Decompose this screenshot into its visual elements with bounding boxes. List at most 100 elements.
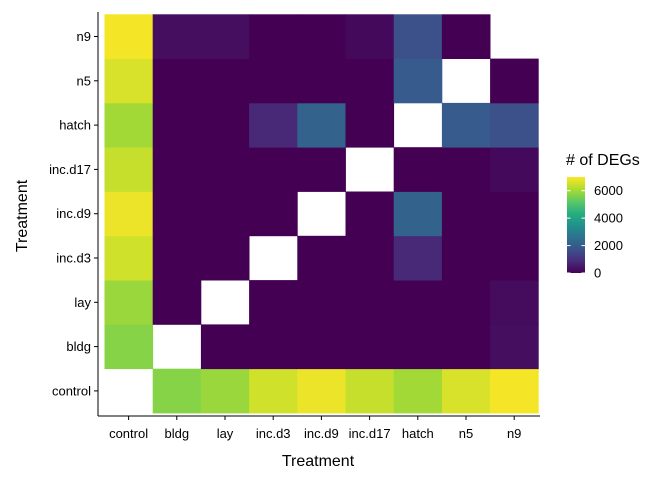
- legend-ticks: 0 2000 4000 6000: [567, 183, 623, 281]
- heatmap-cell-hatch-inc.d17: [345, 102, 395, 148]
- heatmap-cell-n9-control: [104, 14, 154, 60]
- heatmap-cell-inc.d3-control: [104, 235, 154, 281]
- heatmap-cell-inc.d3-bldg: [152, 235, 202, 281]
- y-tick-label: n5: [77, 73, 91, 88]
- heatmap-cell-n5-lay: [200, 58, 250, 104]
- heatmap-cell-inc.d3-n9: [490, 235, 539, 281]
- heatmap-cell-inc.d17-n5: [441, 147, 491, 192]
- heatmap-cell-inc.d3-inc.d9: [297, 235, 346, 281]
- heatmap-cell-n9-hatch: [393, 14, 443, 60]
- heatmap-cell-inc.d9-lay: [200, 191, 250, 237]
- heatmap-cell-lay-n9: [490, 280, 539, 325]
- heatmap-cell-hatch-bldg: [152, 102, 202, 148]
- heatmap-cell-lay-inc.d9: [297, 280, 346, 325]
- y-tick-label: hatch: [59, 118, 91, 133]
- heatmap-cell-n5-control: [104, 58, 154, 104]
- heatmap-cell-hatch-inc.d9: [297, 102, 346, 148]
- heatmap-cell-hatch-n5: [441, 102, 491, 148]
- x-tick-label: n5: [459, 426, 473, 441]
- heatmap-cell-bldg-inc.d17: [345, 324, 395, 370]
- heatmap-cell-hatch-inc.d3: [249, 102, 298, 148]
- heatmap-cell-control-n5: [441, 368, 491, 414]
- heatmap-cell-inc.d3-lay: [200, 235, 250, 281]
- heatmap-cell-inc.d9-inc.d3: [249, 191, 298, 237]
- heatmap-cell-inc.d17-control: [104, 147, 154, 192]
- y-tick-label: inc.d3: [56, 251, 91, 266]
- heatmap-cell-lay-bldg: [152, 280, 202, 325]
- heatmap-cell-lay-inc.d17: [345, 280, 395, 325]
- heatmap-cell-inc.d17-inc.d3: [249, 147, 298, 192]
- heatmap-cell-n5-inc.d9: [297, 58, 346, 104]
- x-tick-label: inc.d3: [256, 426, 291, 441]
- heatmap-cell-hatch-n9: [490, 102, 539, 148]
- heatmap-cell-bldg-control: [104, 324, 154, 370]
- heatmap-cell-n9-lay: [200, 14, 250, 60]
- heatmap-cell-bldg-lay: [200, 324, 250, 370]
- y-tick-label: control: [52, 383, 91, 398]
- heatmap-cell-lay-control: [104, 280, 154, 325]
- heatmap-cell-bldg-inc.d3: [249, 324, 298, 370]
- heatmap-cell-bldg-inc.d9: [297, 324, 346, 370]
- heatmap-cell-inc.d17-hatch: [393, 147, 443, 192]
- heatmap-cell-n9-bldg: [152, 14, 202, 60]
- x-tick-label: lay: [217, 426, 234, 441]
- heatmap-cell-lay-n5: [441, 280, 491, 325]
- heatmap-cell-n5-hatch: [393, 58, 443, 104]
- x-tick-label: hatch: [402, 426, 434, 441]
- legend-title: # of DEGs: [566, 152, 640, 169]
- heatmap-cell-n9-n5: [441, 14, 491, 60]
- heatmap-cell-n5-bldg: [152, 58, 202, 104]
- heatmap-cell-lay-inc.d3: [249, 280, 298, 325]
- heatmap-cell-inc.d3-hatch: [393, 235, 443, 281]
- heatmap-cell-inc.d3-n5: [441, 235, 491, 281]
- heatmap-cell-lay-hatch: [393, 280, 443, 325]
- heatmap-cell-inc.d17-bldg: [152, 147, 202, 192]
- legend-tick-label: 0: [594, 266, 601, 281]
- heatmap-cell-control-inc.d3: [249, 368, 298, 414]
- heatmap-cell-inc.d9-inc.d17: [345, 191, 395, 237]
- x-tick-label: bldg: [165, 426, 190, 441]
- heatmap-cell-inc.d9-hatch: [393, 191, 443, 237]
- heatmap-cells: [104, 14, 539, 414]
- y-tick-label: lay: [74, 295, 91, 310]
- heatmap-cell-hatch-control: [104, 102, 154, 148]
- axes: control bldg lay inc.d3 inc.d9 inc.d17 hatch n5…: [49, 12, 540, 441]
- heatmap-cell-bldg-hatch: [393, 324, 443, 370]
- x-axis-title: Treatment: [282, 453, 355, 470]
- heatmap-cell-n5-inc.d17: [345, 58, 395, 104]
- x-tick-label: control: [109, 426, 148, 441]
- legend-tick-label: 6000: [594, 183, 623, 198]
- heatmap-cell-inc.d17-inc.d9: [297, 147, 346, 192]
- heatmap-cell-inc.d9-n5: [441, 191, 491, 237]
- heatmap-cell-n9-inc.d3: [249, 14, 298, 60]
- x-axis-ticks: control bldg lay inc.d3 inc.d9 inc.d17 hatch n5…: [109, 416, 521, 441]
- heatmap-cell-n9-inc.d17: [345, 14, 395, 60]
- heatmap-cell-hatch-lay: [200, 102, 250, 148]
- color-legend: # of DEGs 0 2000 4000 6000: [566, 152, 640, 281]
- heatmap-cell-inc.d17-n9: [490, 147, 539, 192]
- heatmap-cell-control-lay: [200, 368, 250, 414]
- heatmap-cell-inc.d9-n9: [490, 191, 539, 237]
- y-tick-label: n9: [77, 29, 91, 44]
- heatmap-cell-control-inc.d17: [345, 368, 395, 414]
- legend-tick-label: 4000: [594, 211, 623, 226]
- heatmap-cell-inc.d3-inc.d17: [345, 235, 395, 281]
- heatmap-cell-bldg-n5: [441, 324, 491, 370]
- heatmap-cell-n5-n9: [490, 58, 539, 104]
- y-axis-title: Treatment: [14, 179, 31, 252]
- legend-colorbar: [567, 177, 585, 273]
- heatmap-cell-inc.d9-bldg: [152, 191, 202, 237]
- x-tick-label: inc.d9: [304, 426, 339, 441]
- x-tick-label: inc.d17: [349, 426, 391, 441]
- heatmap-cell-n9-inc.d9: [297, 14, 346, 60]
- heatmap-cell-bldg-n9: [490, 324, 539, 370]
- y-tick-label: inc.d9: [56, 206, 91, 221]
- heatmap-cell-inc.d9-control: [104, 191, 154, 237]
- heatmap-cell-control-bldg: [152, 368, 202, 414]
- y-tick-label: inc.d17: [49, 162, 91, 177]
- heatmap-cell-control-inc.d9: [297, 368, 346, 414]
- heatmap-cell-inc.d17-lay: [200, 147, 250, 192]
- y-axis-ticks: control bldg lay inc.d3 inc.d9 inc.d17 hatch n5…: [49, 29, 98, 398]
- x-tick-label: n9: [507, 426, 521, 441]
